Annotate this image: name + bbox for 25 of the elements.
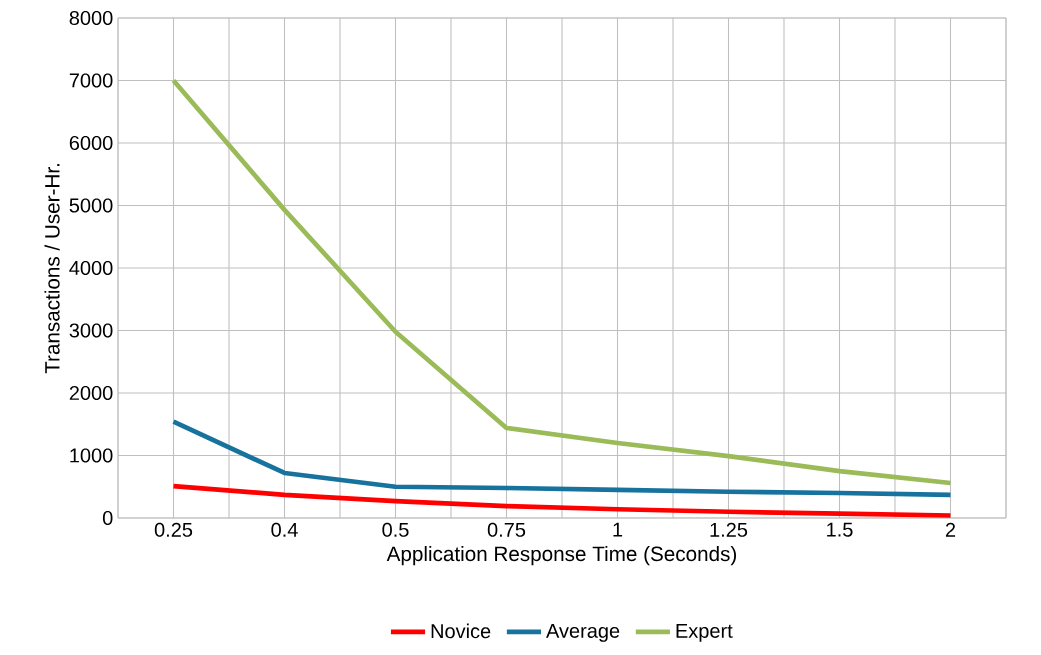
legend-label: Novice	[431, 623, 491, 639]
line-series	[171, 419, 953, 498]
y-tick-label: 1000	[70, 448, 113, 463]
y-tick-label: 0	[102, 510, 113, 526]
x-tick-label: 0.5	[382, 522, 409, 537]
y-tick-label: 7000	[69, 73, 113, 88]
legend-label: Expert	[676, 623, 733, 642]
y-tick-label: 5000	[69, 198, 113, 213]
y-axis-title: Transactions / User-Hr.	[44, 164, 60, 374]
line-series	[171, 483, 953, 518]
x-axis-title: Application Response Time (Seconds)	[386, 546, 737, 566]
x-tick-label: 0.25	[154, 522, 193, 537]
y-tick-label: 8000	[69, 10, 113, 26]
y-tick-label: 3000	[69, 323, 113, 338]
x-tick-label: 0.75	[487, 522, 526, 537]
legend-label: Average	[546, 623, 620, 642]
line-series	[171, 78, 953, 486]
x-tick-label: 1.5	[827, 522, 853, 537]
x-tick-label: 1.25	[710, 522, 748, 537]
y-tick-label: 4000	[69, 260, 113, 276]
y-tick-label: 6000	[69, 135, 113, 151]
x-tick-label: 2	[945, 522, 956, 537]
y-tick-label: 2000	[69, 385, 113, 401]
x-tick-label: 0.4	[271, 522, 298, 537]
x-tick-label: 1	[613, 522, 623, 537]
